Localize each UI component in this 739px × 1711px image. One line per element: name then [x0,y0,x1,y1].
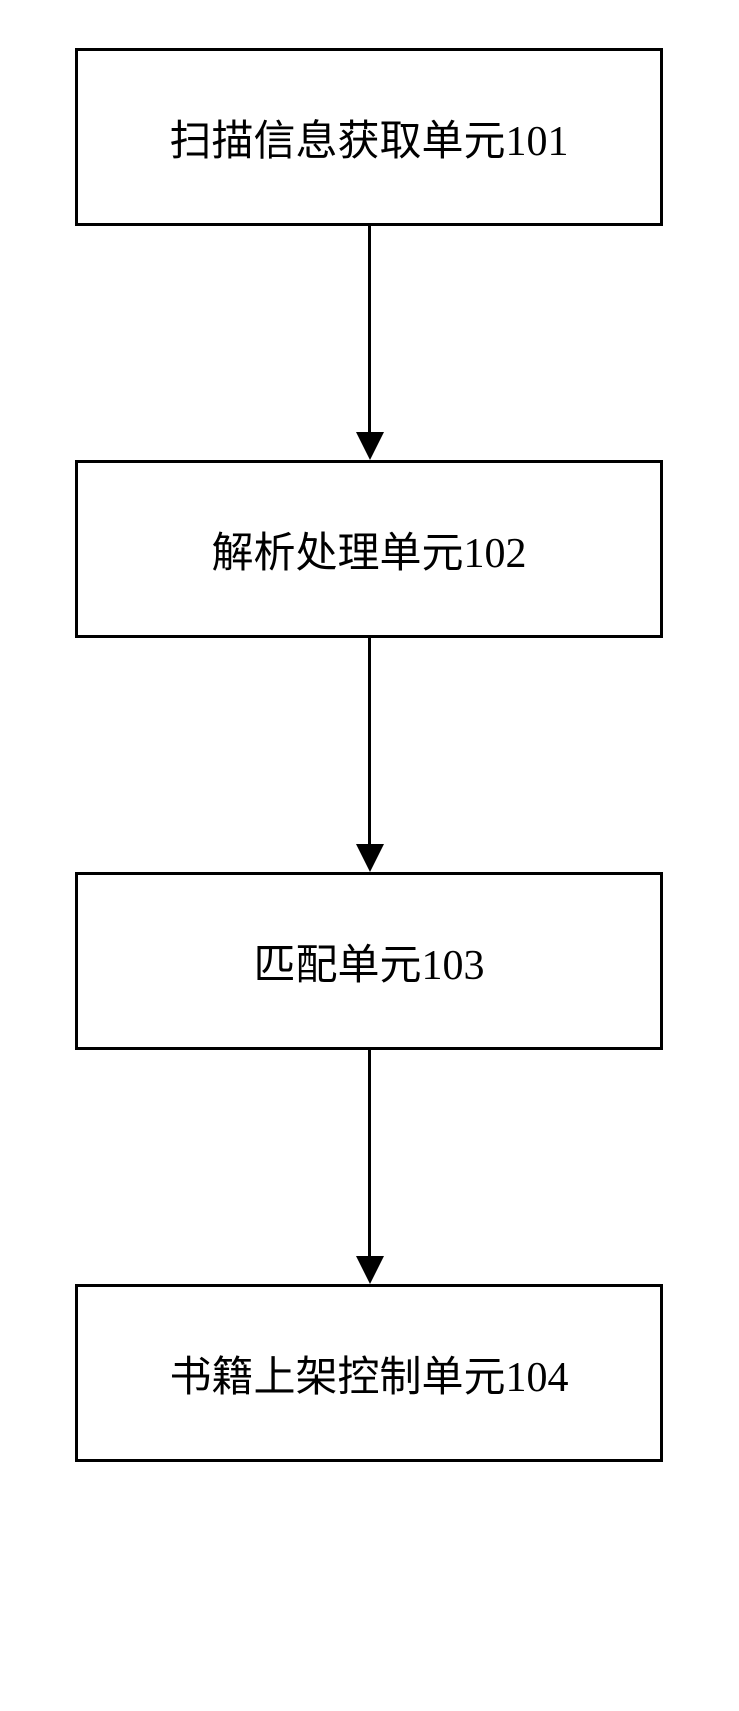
arrow-head-icon [356,1256,384,1284]
arrow-line [368,226,371,432]
node-label: 书籍上架控制单元104 [169,1343,568,1404]
arrow-head-icon [356,844,384,872]
node-label: 匹配单元103 [253,931,484,992]
node-label: 扫描信息获取单元101 [169,107,568,168]
flowchart-node-3: 匹配单元103 [75,872,663,1050]
arrow-head-icon [356,432,384,460]
flowchart-node-2: 解析处理单元102 [75,460,663,638]
node-label: 解析处理单元102 [211,519,526,580]
arrow-line [368,1050,371,1256]
flowchart-arrow-2 [356,638,384,872]
flowchart-arrow-3 [356,1050,384,1284]
flowchart-node-4: 书籍上架控制单元104 [75,1284,663,1462]
flowchart-arrow-1 [356,226,384,460]
flowchart-node-1: 扫描信息获取单元101 [75,48,663,226]
flowchart-container: 扫描信息获取单元101 解析处理单元102 匹配单元103 书籍上架控制单元10… [0,0,739,1711]
arrow-line [368,638,371,844]
